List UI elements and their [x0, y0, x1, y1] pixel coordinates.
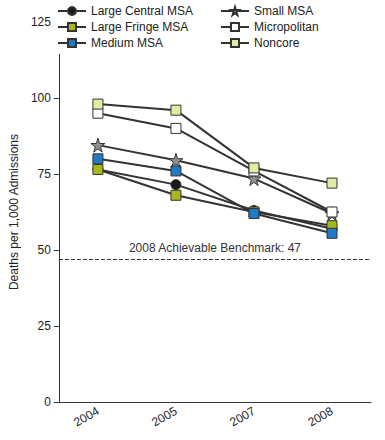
svg-text:2004: 2004	[71, 404, 101, 430]
svg-text:25: 25	[38, 319, 52, 333]
svg-text:Small MSA: Small MSA	[254, 4, 313, 18]
svg-text:2008: 2008	[305, 404, 335, 430]
svg-text:2007: 2007	[227, 404, 257, 430]
svg-text:125: 125	[31, 15, 51, 29]
svg-text:0: 0	[44, 395, 51, 409]
svg-text:50: 50	[38, 243, 52, 257]
svg-text:Medium MSA: Medium MSA	[91, 36, 163, 50]
svg-text:2008 Achievable Benchmark: 47: 2008 Achievable Benchmark: 47	[129, 241, 301, 255]
svg-text:Large Central MSA: Large Central MSA	[91, 4, 193, 18]
svg-text:Large Fringe MSA: Large Fringe MSA	[91, 20, 188, 34]
svg-text:75: 75	[38, 167, 52, 181]
svg-text:2005: 2005	[149, 404, 179, 430]
svg-text:Micropolitan: Micropolitan	[254, 20, 319, 34]
svg-text:100: 100	[31, 91, 51, 105]
svg-text:Noncore: Noncore	[254, 36, 300, 50]
svg-text:Deaths per 1,000 Admissions: Deaths per 1,000 Admissions	[7, 134, 21, 290]
